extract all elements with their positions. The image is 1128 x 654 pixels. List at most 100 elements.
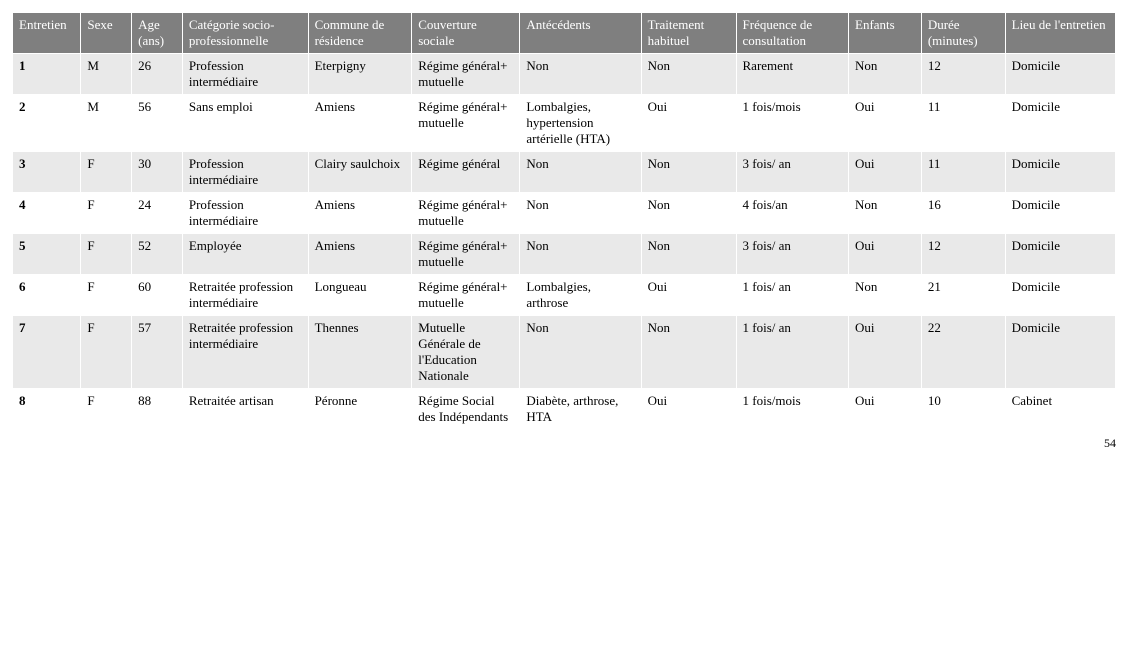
cell: Amiens bbox=[308, 193, 412, 234]
cell: Domicile bbox=[1005, 275, 1115, 316]
cell: Régime général+ mutuelle bbox=[412, 95, 520, 152]
cell: Profession intermédiaire bbox=[182, 193, 308, 234]
cell: Non bbox=[520, 152, 641, 193]
cell: 11 bbox=[921, 152, 1005, 193]
col-header: Sexe bbox=[81, 13, 132, 54]
cell: Régime général+ mutuelle bbox=[412, 234, 520, 275]
cell: Retraitée artisan bbox=[182, 389, 308, 430]
table-row: 2 M 56 Sans emploi Amiens Régime général… bbox=[13, 95, 1116, 152]
cell: Non bbox=[641, 316, 736, 389]
cell-entretien: 8 bbox=[13, 389, 81, 430]
table-row: 8 F 88 Retraitée artisan Péronne Régime … bbox=[13, 389, 1116, 430]
cell: M bbox=[81, 95, 132, 152]
cell: 52 bbox=[132, 234, 183, 275]
col-header: Lieu de l'entretien bbox=[1005, 13, 1115, 54]
table-row: 6 F 60 Retraitée profession intermédiair… bbox=[13, 275, 1116, 316]
cell: 3 fois/ an bbox=[736, 152, 849, 193]
cell: Clairy saulchoix bbox=[308, 152, 412, 193]
cell: 1 fois/mois bbox=[736, 95, 849, 152]
cell: Péronne bbox=[308, 389, 412, 430]
cell: Non bbox=[520, 54, 641, 95]
cell: Régime général+ mutuelle bbox=[412, 193, 520, 234]
cell: 1 fois/mois bbox=[736, 389, 849, 430]
cell: Non bbox=[641, 193, 736, 234]
table-body: 1 M 26 Profession intermédiaire Eterpign… bbox=[13, 54, 1116, 430]
col-header: Antécédents bbox=[520, 13, 641, 54]
cell: 24 bbox=[132, 193, 183, 234]
cell: F bbox=[81, 152, 132, 193]
cell: Lombalgies, hypertension artérielle (HTA… bbox=[520, 95, 641, 152]
cell: 16 bbox=[921, 193, 1005, 234]
cell: 3 fois/ an bbox=[736, 234, 849, 275]
cell: Profession intermédiaire bbox=[182, 152, 308, 193]
cell: 1 fois/ an bbox=[736, 316, 849, 389]
cell: F bbox=[81, 389, 132, 430]
cell: F bbox=[81, 234, 132, 275]
col-header: Couverture sociale bbox=[412, 13, 520, 54]
cell: F bbox=[81, 316, 132, 389]
table-row: 5 F 52 Employée Amiens Régime général+ m… bbox=[13, 234, 1116, 275]
col-header: Fréquence de consultation bbox=[736, 13, 849, 54]
cell: Non bbox=[849, 193, 922, 234]
cell-entretien: 3 bbox=[13, 152, 81, 193]
cell: Régime général+ mutuelle bbox=[412, 275, 520, 316]
table-head: Entretien Sexe Age (ans) Catégorie socio… bbox=[13, 13, 1116, 54]
cell: Oui bbox=[849, 316, 922, 389]
page-number: 54 bbox=[12, 430, 1116, 451]
cell: Non bbox=[641, 152, 736, 193]
header-row: Entretien Sexe Age (ans) Catégorie socio… bbox=[13, 13, 1116, 54]
cell: 1 fois/ an bbox=[736, 275, 849, 316]
cell-entretien: 6 bbox=[13, 275, 81, 316]
cell: 22 bbox=[921, 316, 1005, 389]
cell: 12 bbox=[921, 234, 1005, 275]
cell: Mutuelle Générale de l'Education Nationa… bbox=[412, 316, 520, 389]
cell-entretien: 5 bbox=[13, 234, 81, 275]
cell: Oui bbox=[641, 275, 736, 316]
cell: Non bbox=[849, 54, 922, 95]
table-row: 4 F 24 Profession intermédiaire Amiens R… bbox=[13, 193, 1116, 234]
cell: Oui bbox=[641, 389, 736, 430]
cell: Longueau bbox=[308, 275, 412, 316]
cell: Régime général bbox=[412, 152, 520, 193]
cell: Diabète, arthrose, HTA bbox=[520, 389, 641, 430]
cell-entretien: 4 bbox=[13, 193, 81, 234]
cell: Oui bbox=[849, 95, 922, 152]
col-header: Catégorie socio-professionnelle bbox=[182, 13, 308, 54]
cell: Retraitée profession intermédiaire bbox=[182, 316, 308, 389]
cell: 57 bbox=[132, 316, 183, 389]
cell-entretien: 1 bbox=[13, 54, 81, 95]
cell: Domicile bbox=[1005, 193, 1115, 234]
col-header: Traitement habituel bbox=[641, 13, 736, 54]
cell: 21 bbox=[921, 275, 1005, 316]
cell: Employée bbox=[182, 234, 308, 275]
col-header: Entretien bbox=[13, 13, 81, 54]
cell: 12 bbox=[921, 54, 1005, 95]
cell: Oui bbox=[849, 152, 922, 193]
table-row: 3 F 30 Profession intermédiaire Clairy s… bbox=[13, 152, 1116, 193]
cell: Domicile bbox=[1005, 234, 1115, 275]
cell: Non bbox=[520, 234, 641, 275]
cell: Profession intermédiaire bbox=[182, 54, 308, 95]
col-header: Durée (minutes) bbox=[921, 13, 1005, 54]
cell-entretien: 2 bbox=[13, 95, 81, 152]
table-row: 1 M 26 Profession intermédiaire Eterpign… bbox=[13, 54, 1116, 95]
cell: Non bbox=[641, 234, 736, 275]
cell: Non bbox=[520, 193, 641, 234]
cell: 26 bbox=[132, 54, 183, 95]
cell: Oui bbox=[849, 389, 922, 430]
cell: 88 bbox=[132, 389, 183, 430]
cell-entretien: 7 bbox=[13, 316, 81, 389]
cell: Rarement bbox=[736, 54, 849, 95]
cell: Non bbox=[849, 275, 922, 316]
cell: Régime général+ mutuelle bbox=[412, 54, 520, 95]
cell: Domicile bbox=[1005, 95, 1115, 152]
cell: Domicile bbox=[1005, 54, 1115, 95]
cell: Lombalgies, arthrose bbox=[520, 275, 641, 316]
interview-table: Entretien Sexe Age (ans) Catégorie socio… bbox=[12, 12, 1116, 430]
cell: Amiens bbox=[308, 95, 412, 152]
cell: 4 fois/an bbox=[736, 193, 849, 234]
cell: Domicile bbox=[1005, 152, 1115, 193]
cell: Non bbox=[520, 316, 641, 389]
cell: Domicile bbox=[1005, 316, 1115, 389]
col-header: Commune de résidence bbox=[308, 13, 412, 54]
